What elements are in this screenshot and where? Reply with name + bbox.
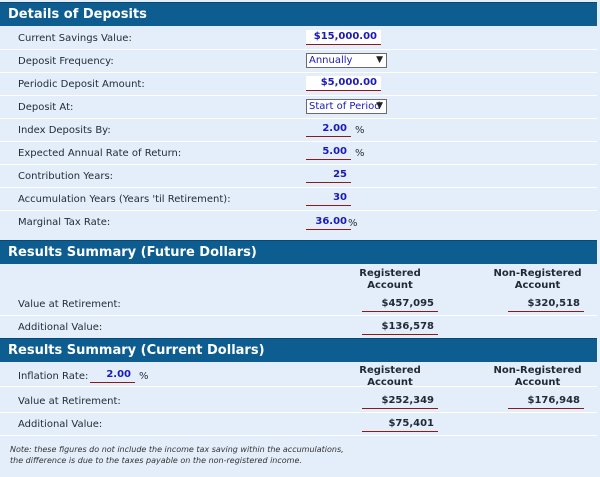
current-registered-value: $252,349: [362, 394, 438, 409]
contribution-years-row: Contribution Years: 25: [0, 165, 597, 188]
note-line-1: Note: these figures do not include the i…: [10, 445, 344, 454]
future-additional-value-label: Additional Value:: [18, 322, 103, 333]
chevron-down-icon: ▼: [376, 55, 383, 65]
index-deposits-row: Index Deposits By: 2.00 %: [0, 119, 597, 142]
disclaimer-note: Note: these figures do not include the i…: [10, 444, 344, 466]
rate-of-return-row: Expected Annual Rate of Return: 5.00 %: [0, 142, 597, 165]
accumulation-years-input[interactable]: 30: [306, 191, 351, 206]
deposit-at-select[interactable]: Start of Period ▼: [306, 99, 387, 114]
future-additional-value: $136,578: [362, 320, 438, 335]
current-value-at-retirement-row: Value at Retirement: $252,349 $176,948: [0, 390, 597, 413]
index-deposits-input[interactable]: 2.00: [306, 122, 351, 137]
future-registered-column-header: Registered Account: [359, 268, 421, 291]
future-value-at-retirement-row: Value at Retirement: $457,095 $320,518: [0, 293, 597, 316]
deposit-at-value: Start of Period: [309, 101, 381, 112]
note-line-2: the difference is due to the taxes payab…: [10, 456, 302, 465]
current-savings-row: Current Savings Value: $15,000.00: [0, 27, 597, 50]
current-nonregistered-value: $176,948: [508, 394, 584, 409]
future-registered-value: $457,095: [362, 297, 438, 312]
current-additional-value: $75,401: [362, 417, 438, 432]
deposit-frequency-label: Deposit Frequency:: [18, 56, 114, 67]
marginal-tax-label: Marginal Tax Rate:: [18, 217, 111, 228]
current-additional-value-label: Additional Value:: [18, 419, 103, 430]
contribution-years-label: Contribution Years:: [18, 171, 114, 182]
deposit-frequency-value: Annually: [309, 55, 353, 66]
deposit-frequency-select[interactable]: Annually ▼: [306, 53, 387, 68]
periodic-amount-label: Periodic Deposit Amount:: [18, 79, 145, 90]
current-results-header: Results Summary (Current Dollars): [0, 338, 597, 362]
future-results-header: Results Summary (Future Dollars): [0, 240, 597, 264]
future-nonregistered-value: $320,518: [508, 297, 584, 312]
future-additional-value-row: Additional Value: $136,578: [0, 316, 597, 339]
periodic-amount-input[interactable]: $5,000.00: [306, 76, 381, 91]
periodic-amount-row: Periodic Deposit Amount: $5,000.00: [0, 73, 597, 96]
current-value-at-retirement-label: Value at Retirement:: [18, 396, 121, 407]
index-deposits-unit: %: [355, 125, 365, 136]
current-savings-label: Current Savings Value:: [18, 33, 132, 44]
inflation-input[interactable]: 2.00: [90, 368, 135, 383]
accumulation-years-label: Accumulation Years (Years 'til Retiremen…: [18, 194, 231, 205]
accumulation-years-row: Accumulation Years (Years 'til Retiremen…: [0, 188, 597, 211]
current-registered-column-header: Registered Account: [359, 365, 421, 388]
marginal-tax-unit: %: [348, 218, 358, 229]
future-value-at-retirement-label: Value at Retirement:: [18, 299, 121, 310]
chevron-down-icon: ▼: [376, 101, 383, 111]
future-nonregistered-column-header: Non-Registered Account: [493, 268, 582, 291]
current-additional-value-row: Additional Value: $75,401: [0, 413, 597, 436]
current-nonregistered-column-header: Non-Registered Account: [493, 365, 582, 388]
deposit-at-row: Deposit At: Start of Period ▼: [0, 96, 597, 119]
deposit-frequency-row: Deposit Frequency: Annually ▼: [0, 50, 597, 73]
rate-of-return-input[interactable]: 5.00: [306, 145, 351, 160]
deposit-at-label: Deposit At:: [18, 102, 74, 113]
contribution-years-input[interactable]: 25: [306, 168, 351, 183]
marginal-tax-row: Marginal Tax Rate: 36.00 %: [0, 211, 597, 234]
inflation-unit: %: [139, 371, 149, 382]
deposits-header: Details of Deposits: [0, 2, 597, 26]
current-savings-input[interactable]: $15,000.00: [306, 30, 381, 45]
inflation-label: Inflation Rate:: [18, 371, 89, 382]
rate-of-return-label: Expected Annual Rate of Return:: [18, 148, 182, 159]
marginal-tax-input[interactable]: 36.00: [306, 215, 351, 230]
index-deposits-label: Index Deposits By:: [18, 125, 111, 136]
rate-of-return-unit: %: [355, 148, 365, 159]
inflation-row: Inflation Rate: 2.00 %: [0, 364, 597, 387]
